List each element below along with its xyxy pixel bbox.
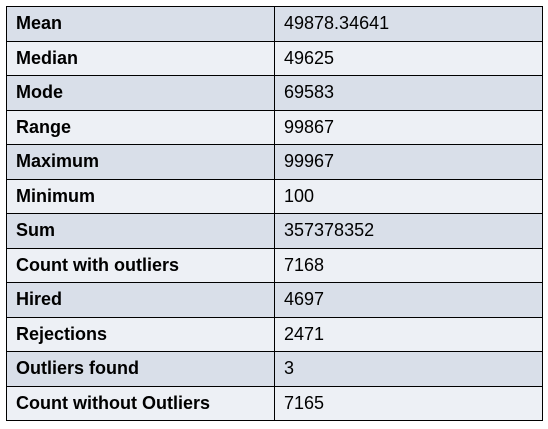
row-label: Maximum (6, 144, 275, 180)
row-label: Minimum (6, 178, 275, 214)
row-value: 3 (274, 351, 543, 387)
row-label: Count with outliers (6, 247, 275, 283)
row-value: 99967 (274, 144, 543, 180)
row-value: 69583 (274, 75, 543, 111)
row-value: 7168 (274, 247, 543, 283)
row-label: Range (6, 109, 275, 145)
table-row: Count without Outliers 7165 (6, 385, 543, 421)
table-row: Count with outliers 7168 (6, 247, 543, 283)
table-row: Range 99867 (6, 109, 543, 145)
table-row: Median 49625 (6, 40, 543, 76)
row-value: 2471 (274, 316, 543, 352)
row-label: Mode (6, 75, 275, 111)
table-row: Hired 4697 (6, 282, 543, 318)
row-label: Median (6, 40, 275, 76)
row-value: 49625 (274, 40, 543, 76)
row-value: 4697 (274, 282, 543, 318)
row-value: 99867 (274, 109, 543, 145)
statistics-table: Mean 49878.34641 Median 49625 Mode 69583… (6, 6, 543, 421)
table-row: Mode 69583 (6, 75, 543, 111)
row-value: 49878.34641 (274, 6, 543, 42)
row-label: Outliers found (6, 351, 275, 387)
row-label: Count without Outliers (6, 385, 275, 421)
statistics-table-body: Mean 49878.34641 Median 49625 Mode 69583… (6, 6, 543, 421)
table-row: Minimum 100 (6, 178, 543, 214)
row-value: 357378352 (274, 213, 543, 249)
table-row: Outliers found 3 (6, 351, 543, 387)
row-value: 100 (274, 178, 543, 214)
table-row: Mean 49878.34641 (6, 6, 543, 42)
row-label: Hired (6, 282, 275, 318)
row-value: 7165 (274, 385, 543, 421)
row-label: Sum (6, 213, 275, 249)
row-label: Rejections (6, 316, 275, 352)
row-label: Mean (6, 6, 275, 42)
table-row: Maximum 99967 (6, 144, 543, 180)
table-row: Sum 357378352 (6, 213, 543, 249)
table-row: Rejections 2471 (6, 316, 543, 352)
